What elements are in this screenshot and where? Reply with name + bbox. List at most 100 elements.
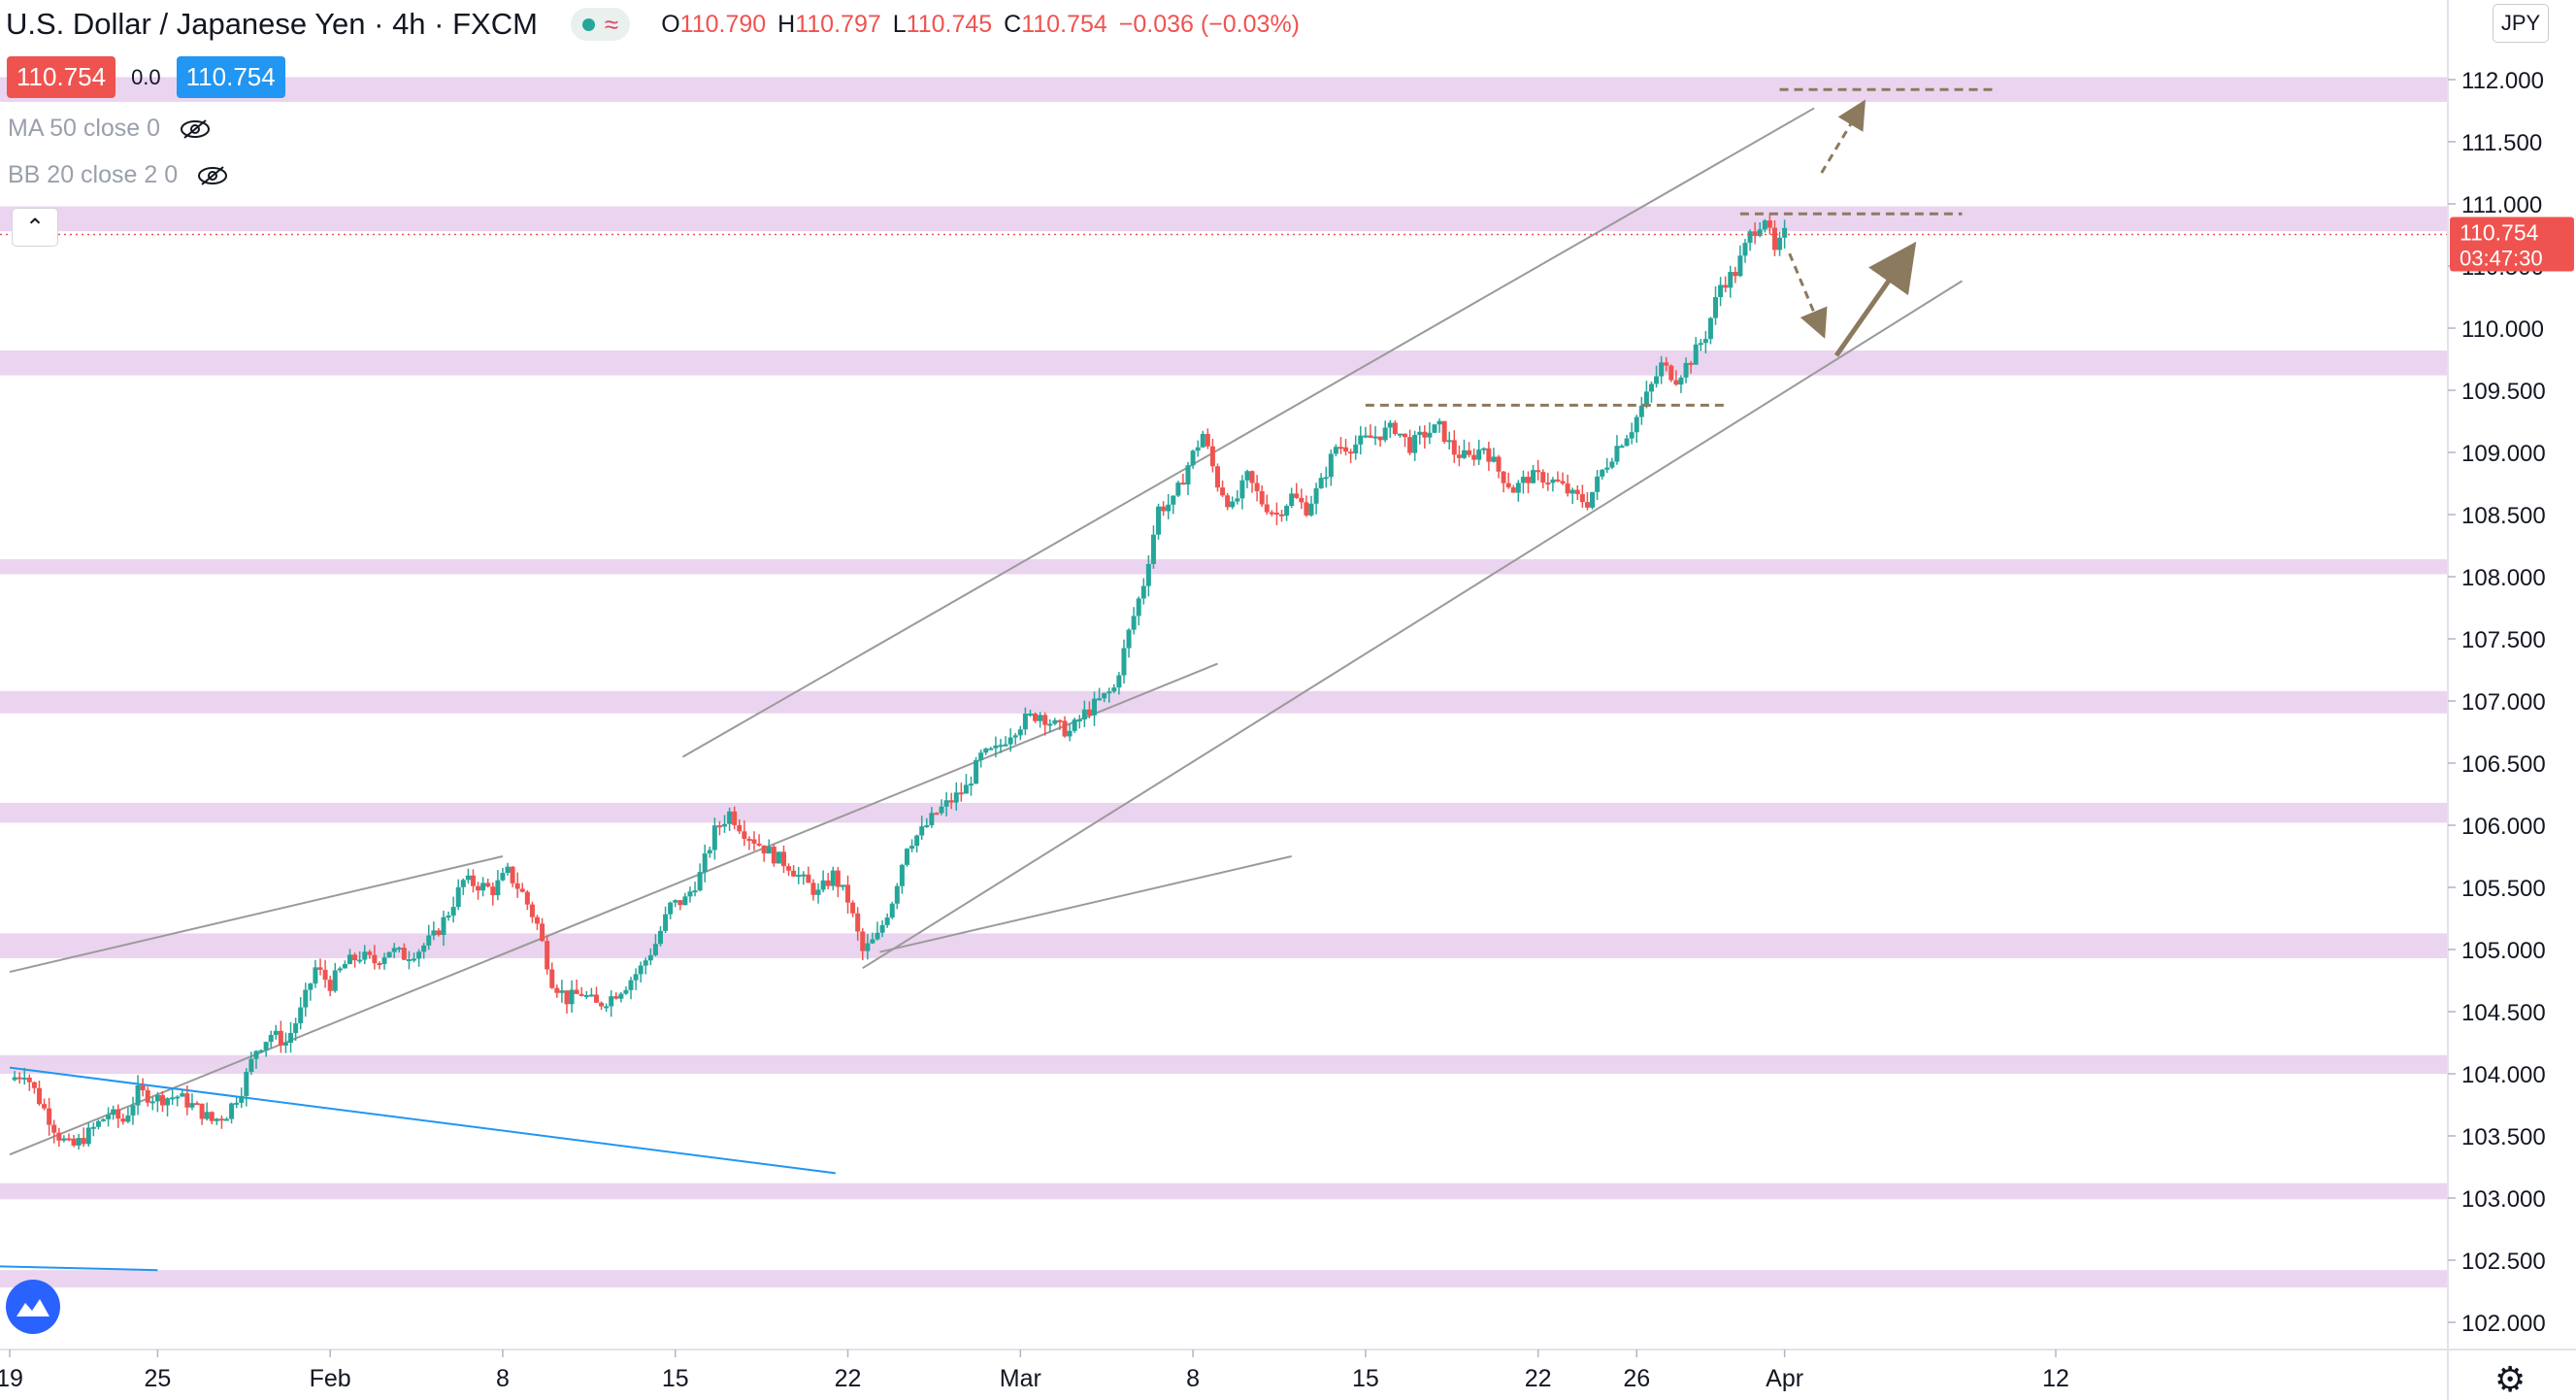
candle-body <box>12 1077 17 1081</box>
candle-body <box>1235 498 1240 502</box>
trendline <box>9 1066 836 1175</box>
x-tick-label: 22 <box>835 1365 862 1392</box>
candle-body <box>1486 448 1492 462</box>
candle-body <box>761 845 767 854</box>
candle-body <box>1707 317 1713 340</box>
candle-body <box>1683 362 1689 378</box>
candle-body <box>189 1103 195 1108</box>
candle-body <box>61 1138 67 1141</box>
candle-body <box>737 824 743 832</box>
candle-body <box>1003 744 1008 747</box>
currency-button[interactable]: JPY <box>2493 4 2549 43</box>
open-label: O <box>661 10 680 38</box>
candle-body <box>1451 440 1457 455</box>
candle-body <box>1481 448 1487 450</box>
candle-body <box>1777 237 1783 250</box>
tradingview-logo-icon[interactable] <box>6 1280 60 1334</box>
candle-body <box>85 1127 91 1145</box>
indicator-bb[interactable]: BB 20 close 2 0 <box>8 161 228 189</box>
candle-body <box>125 1115 131 1122</box>
candle-body <box>234 1102 240 1105</box>
candle-body <box>1304 502 1309 516</box>
candle-body <box>282 1043 288 1046</box>
y-tick-label: 105.500 <box>2461 876 2546 902</box>
y-tick-label: 108.000 <box>2461 565 2546 591</box>
candle-body <box>308 983 314 990</box>
symbol-title[interactable]: U.S. Dollar / Japanese Yen · 4h · FXCM <box>6 7 538 41</box>
candle-body <box>288 1032 294 1044</box>
candle-body <box>673 900 678 903</box>
chart-style-toggle[interactable]: ≈ <box>570 8 631 41</box>
candle-body <box>505 866 511 874</box>
candle-body <box>396 948 402 950</box>
x-tick-label: 12 <box>2042 1365 2069 1392</box>
candle-body <box>1471 454 1477 460</box>
candle-body <box>514 883 520 889</box>
chevron-up-icon: ⌃ <box>24 214 46 241</box>
close-label: C <box>1004 10 1022 38</box>
y-tick-label: 111.500 <box>2461 130 2542 156</box>
candle-body <box>963 784 969 794</box>
candle-body <box>1318 478 1324 488</box>
candle-body <box>786 866 792 871</box>
candle-body <box>1432 424 1437 433</box>
candle-body <box>1171 495 1176 505</box>
buy-button[interactable]: 110.754 <box>176 56 285 98</box>
candle-body <box>154 1094 160 1102</box>
candle-body <box>214 1118 219 1121</box>
candle-body <box>1308 503 1314 516</box>
candle-body <box>322 969 328 981</box>
candle-body <box>500 873 506 881</box>
candle-body <box>490 886 496 896</box>
y-tick-label: 109.000 <box>2461 441 2546 467</box>
candle-body <box>1550 479 1556 483</box>
candle-body <box>1012 735 1018 738</box>
candle-body <box>756 843 762 846</box>
candle-body <box>978 752 984 760</box>
candle-body <box>1467 450 1472 455</box>
candle-body <box>1422 431 1428 438</box>
candle-body <box>943 800 949 807</box>
candle-body <box>1600 469 1605 477</box>
candle-body <box>1264 504 1270 513</box>
candle-body <box>722 823 728 827</box>
candle-body <box>1017 729 1023 736</box>
y-tick-label: 106.500 <box>2461 751 2546 778</box>
candle-body <box>42 1104 48 1109</box>
candle-body <box>470 875 476 886</box>
candle-body <box>884 917 890 925</box>
candle-body <box>1328 453 1334 478</box>
candle-body <box>1515 483 1521 493</box>
candle-body <box>1038 715 1043 721</box>
gear-icon[interactable]: ⚙ <box>2494 1359 2526 1399</box>
candle-body <box>120 1118 126 1122</box>
candle-body <box>801 874 807 877</box>
eye-off-icon[interactable] <box>180 118 211 140</box>
indicator-ma[interactable]: MA 50 close 0 <box>8 115 211 143</box>
candle-body <box>229 1103 235 1119</box>
candle-body <box>1363 435 1369 438</box>
sr-zone <box>0 1270 2448 1288</box>
candle-body <box>1254 483 1260 491</box>
sr-zone <box>0 559 2448 575</box>
candle-body <box>751 839 757 844</box>
candle-body <box>578 993 584 996</box>
sell-button[interactable]: 110.754 <box>7 56 116 98</box>
x-tick-label: 19 <box>0 1365 23 1392</box>
candle-body <box>263 1042 269 1050</box>
candle-body <box>604 1006 610 1009</box>
candle-body <box>36 1087 42 1105</box>
chart-header: U.S. Dollar / Japanese Yen · 4h · FXCM ≈… <box>0 0 1300 49</box>
candle-body <box>1771 227 1777 250</box>
eye-off-icon[interactable] <box>197 165 228 186</box>
collapse-legend-button[interactable]: ⌃ <box>12 208 58 247</box>
candle-body <box>1501 471 1506 483</box>
x-tick-label: Apr <box>1766 1365 1803 1392</box>
candle-body <box>663 914 669 931</box>
candle-body <box>56 1132 62 1141</box>
candle-body <box>1702 339 1708 344</box>
candle-body <box>647 954 653 961</box>
candle-body <box>1161 506 1167 512</box>
